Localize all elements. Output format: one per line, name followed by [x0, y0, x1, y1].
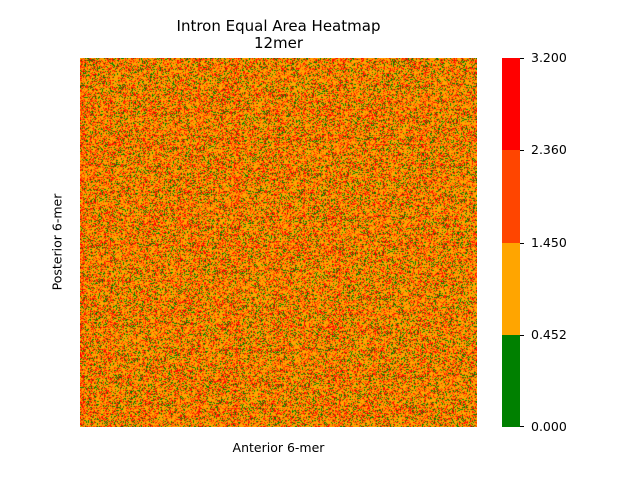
x-axis-label: Anterior 6-mer [232, 440, 325, 455]
colorbar-tick [520, 426, 524, 427]
colorbar-tick [520, 334, 524, 336]
chart-subtitle: 12mer [253, 34, 304, 52]
colorbar-segment [502, 58, 520, 151]
colorbar-segment [502, 334, 520, 427]
chart-title: Intron Equal Area Heatmap [176, 17, 381, 35]
colorbar-tick [520, 242, 524, 244]
colorbar-segment [502, 150, 520, 243]
colorbar-tick-label: 0.452 [531, 326, 567, 342]
heatmap-grid [80, 58, 477, 427]
colorbar [502, 58, 520, 427]
colorbar-tick-label: 3.200 [531, 50, 567, 65]
y-axis-label: Posterior 6-mer [49, 193, 65, 291]
colorbar-tick-label: 2.360 [531, 142, 567, 158]
colorbar-tick-label: 1.450 [531, 234, 567, 250]
colorbar-tick-label: 0.000 [531, 419, 567, 434]
colorbar-tick [520, 58, 524, 59]
colorbar-tick [520, 150, 524, 152]
colorbar-segment [502, 242, 520, 335]
